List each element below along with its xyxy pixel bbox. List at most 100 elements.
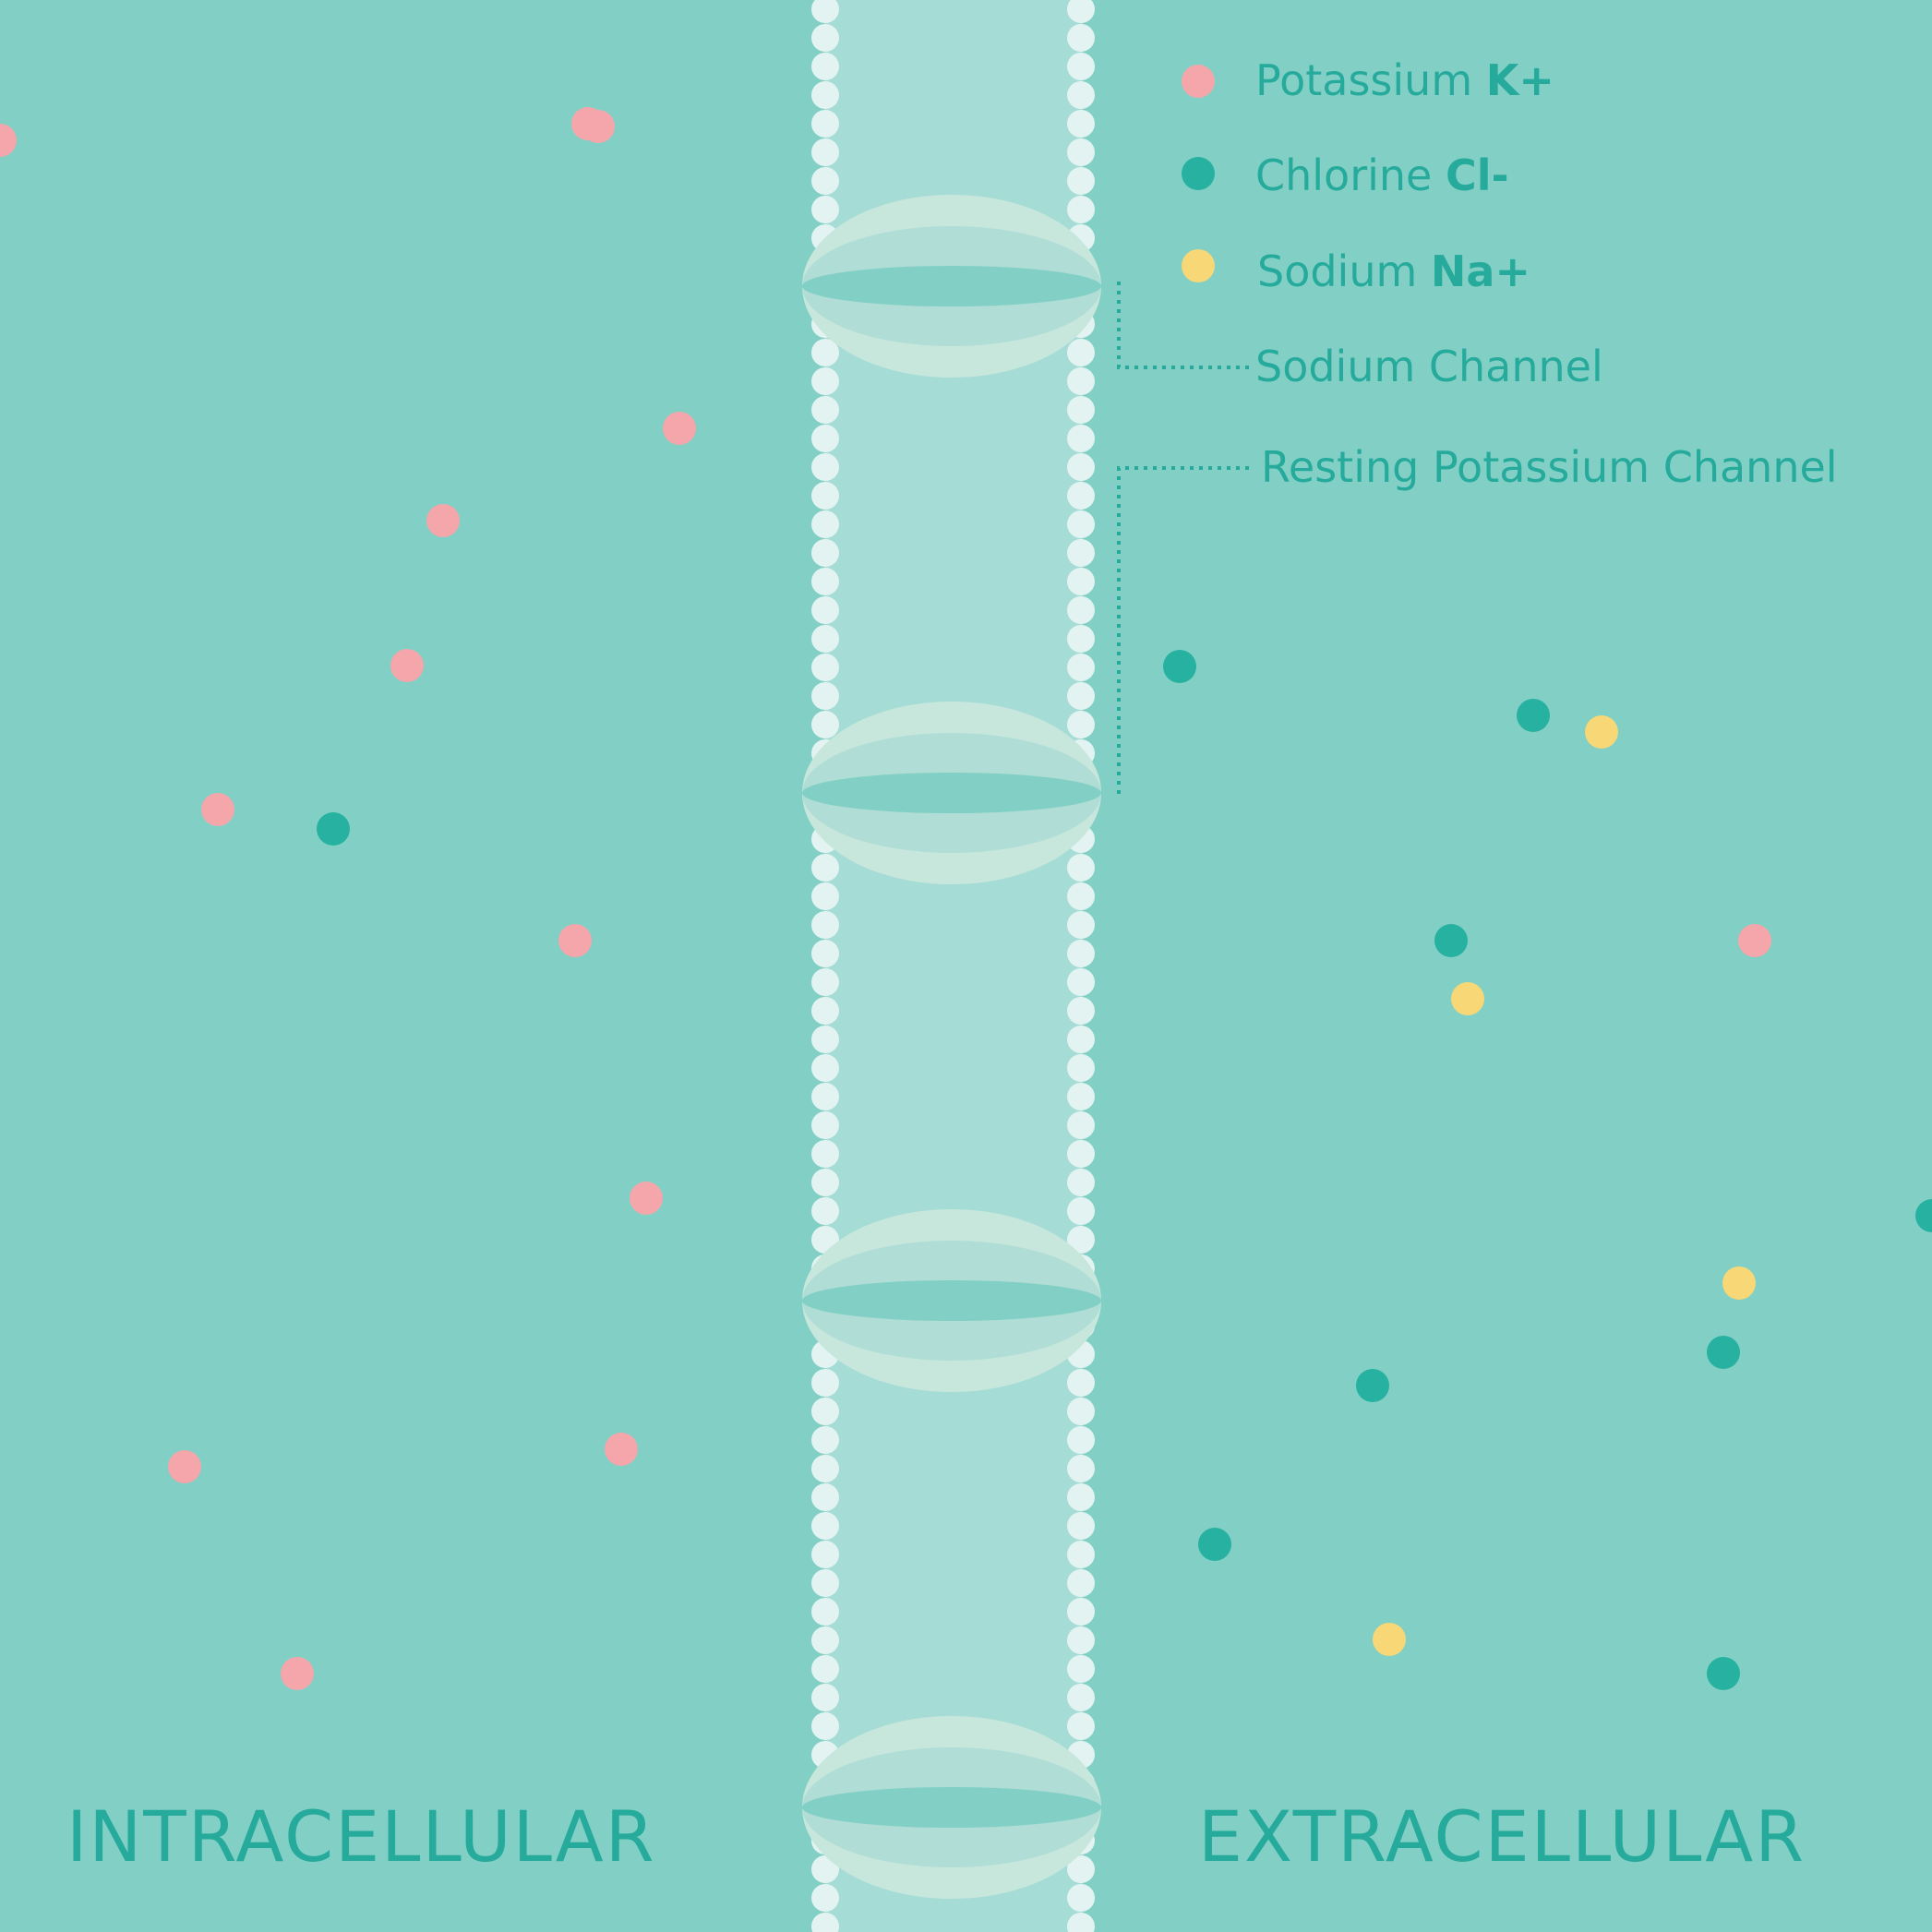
legend-symbol-potassium: K+ bbox=[1486, 55, 1554, 105]
potassium-ion bbox=[663, 412, 696, 445]
sodium-swatch bbox=[1182, 249, 1215, 282]
outer-lipid-head bbox=[1067, 968, 1095, 996]
chlorine-ion bbox=[1163, 650, 1196, 683]
outer-lipid-head bbox=[1067, 1913, 1095, 1932]
potassium-ion bbox=[390, 649, 424, 682]
outer-lipid-head bbox=[1067, 1197, 1095, 1225]
outer-lipid-head bbox=[1067, 110, 1095, 138]
inner-lipid-head bbox=[811, 1169, 839, 1196]
resting-potassium-channel bbox=[802, 1716, 1101, 1899]
chlorine-ion bbox=[1434, 924, 1468, 957]
inner-lipid-head bbox=[811, 568, 839, 595]
channel-pore bbox=[802, 1280, 1101, 1321]
inner-lipid-head bbox=[811, 1913, 839, 1932]
outer-lipid-head bbox=[1067, 596, 1095, 624]
outer-lipid-head bbox=[1067, 654, 1095, 681]
outer-lipid-head bbox=[1067, 396, 1095, 424]
potassium-ion bbox=[426, 504, 460, 537]
inner-lipid-head bbox=[811, 854, 839, 882]
inner-lipid-head bbox=[811, 1483, 839, 1511]
outer-lipid-head bbox=[1067, 510, 1095, 538]
outer-lipid-head bbox=[1067, 1884, 1095, 1912]
inner-lipid-head bbox=[811, 1598, 839, 1626]
inner-lipid-head bbox=[811, 1054, 839, 1082]
legend-name-potassium: Potassium bbox=[1255, 55, 1486, 105]
inner-lipid-head bbox=[811, 81, 839, 109]
inner-lipid-head bbox=[811, 1541, 839, 1568]
outer-lipid-head bbox=[1067, 425, 1095, 452]
inner-lipid-head bbox=[811, 596, 839, 624]
inner-lipid-head bbox=[811, 940, 839, 967]
sodium-ion bbox=[1373, 1623, 1406, 1656]
inner-lipid-head bbox=[811, 425, 839, 452]
outer-lipid-head bbox=[1067, 1111, 1095, 1139]
inner-lipid-head bbox=[811, 968, 839, 996]
outer-lipid-head bbox=[1067, 911, 1095, 939]
outer-lipid-head bbox=[1067, 682, 1095, 710]
sodium-ion bbox=[1585, 715, 1618, 749]
legend-name-sodium: Sodium bbox=[1257, 246, 1431, 296]
inner-lipid-head bbox=[811, 1855, 839, 1883]
potassium-channel-label: Resting Potassium Channel bbox=[1261, 442, 1838, 492]
legend-item-chlorine: Chlorine Cl- bbox=[1182, 150, 1509, 200]
inner-lipid-head bbox=[811, 1712, 839, 1740]
inner-lipid-head bbox=[811, 1026, 839, 1053]
legend-label-sodium: Sodium Na+ bbox=[1257, 246, 1530, 296]
inner-lipid-head bbox=[811, 1512, 839, 1540]
inner-lipid-head bbox=[811, 510, 839, 538]
outer-lipid-head bbox=[1067, 1712, 1095, 1740]
legend-name-chlorine: Chlorine bbox=[1255, 150, 1446, 200]
outer-lipid-head bbox=[1067, 482, 1095, 510]
potassium-swatch bbox=[1182, 65, 1215, 98]
ions bbox=[0, 107, 1932, 1690]
inner-lipid-head bbox=[811, 625, 839, 653]
outer-lipid-head bbox=[1067, 882, 1095, 910]
outer-lipid-head bbox=[1067, 1169, 1095, 1196]
inner-lipid-head bbox=[811, 138, 839, 166]
outer-lipid-head bbox=[1067, 1855, 1095, 1883]
chlorine-ion bbox=[317, 812, 350, 846]
potassium-ion bbox=[1738, 924, 1771, 957]
outer-lipid-head bbox=[1067, 1426, 1095, 1454]
outer-lipid-head bbox=[1067, 1455, 1095, 1482]
chlorine-ion bbox=[1707, 1336, 1740, 1369]
chlorine-ion bbox=[1517, 699, 1550, 732]
chlorine-ion bbox=[1707, 1657, 1740, 1690]
inner-lipid-head bbox=[811, 1140, 839, 1168]
potassium-channel-leader bbox=[1117, 466, 1252, 794]
inner-lipid-head bbox=[811, 1684, 839, 1711]
inner-lipid-head bbox=[811, 1083, 839, 1110]
sodium-channel bbox=[802, 195, 1101, 378]
extracellular-label: EXTRACELLULAR bbox=[1198, 1795, 1806, 1878]
inner-lipid-head bbox=[811, 367, 839, 395]
potassium-ion bbox=[582, 110, 615, 143]
inner-lipid-head bbox=[811, 24, 839, 52]
chlorine-ion bbox=[1356, 1369, 1389, 1402]
chlorine-ion bbox=[1198, 1528, 1231, 1561]
outer-lipid-head bbox=[1067, 854, 1095, 882]
potassium-ion bbox=[168, 1450, 201, 1483]
inner-lipid-head bbox=[811, 682, 839, 710]
resting-potassium-channel bbox=[802, 702, 1101, 884]
inner-lipid-head bbox=[811, 1626, 839, 1654]
inner-lipid-head bbox=[811, 396, 839, 424]
sodium-ion bbox=[1722, 1266, 1756, 1300]
intracellular-label: INTRACELLULAR bbox=[66, 1795, 656, 1878]
channel-pore bbox=[802, 266, 1101, 306]
outer-lipid-head bbox=[1067, 81, 1095, 109]
channel-pore bbox=[802, 1787, 1101, 1828]
inner-lipid-head bbox=[811, 167, 839, 195]
legend-label-chlorine: Chlorine Cl- bbox=[1255, 150, 1509, 200]
chlorine-swatch bbox=[1182, 157, 1215, 190]
outer-lipid-head bbox=[1067, 1598, 1095, 1626]
outer-lipid-head bbox=[1067, 196, 1095, 223]
outer-lipid-head bbox=[1067, 1655, 1095, 1683]
inner-lipid-head bbox=[811, 0, 839, 23]
inner-lipid-head bbox=[811, 1884, 839, 1912]
inner-lipid-head bbox=[811, 711, 839, 738]
outer-lipid-head bbox=[1067, 1398, 1095, 1425]
outer-lipid-head bbox=[1067, 1369, 1095, 1397]
outer-lipid-head bbox=[1067, 539, 1095, 567]
